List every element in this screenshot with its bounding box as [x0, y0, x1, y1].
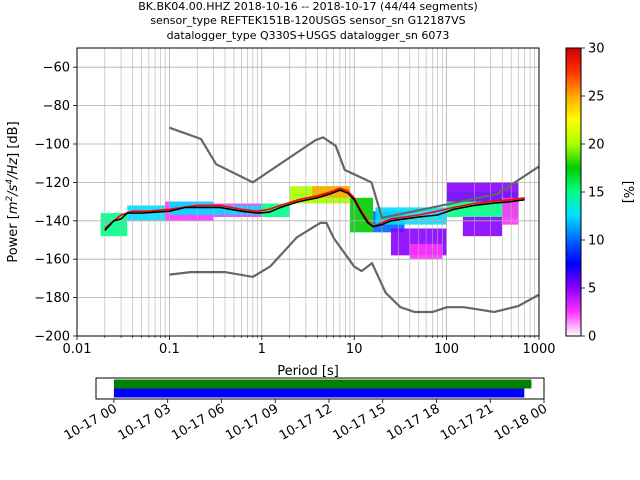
- chart-title-line-2: sensor_type REFTEK151B-120USGS sensor_sn…: [150, 14, 465, 27]
- low-noise-model-line: [169, 221, 539, 314]
- x-tick-label: 1000: [522, 342, 555, 357]
- colorbar-tick-label: 25: [588, 90, 605, 105]
- y-axis-label-unit: m2/s4/Hz: [5, 157, 21, 214]
- coverage-tick-label: 10-17 06: [169, 401, 227, 443]
- x-tick-label: 0.01: [63, 342, 92, 357]
- y-tick-label: −100: [34, 138, 70, 153]
- colorbar-ticks: 0 5 10 15 20 25 30: [581, 42, 605, 345]
- mean-curve-line: [104, 189, 525, 231]
- y-axis-label-prefix: Power [: [6, 214, 21, 263]
- plot-frame: [76, 47, 540, 337]
- x-tick-label: 1: [258, 342, 266, 357]
- y-tick-label: −120: [34, 176, 70, 191]
- x-axis-label: Period [s]: [277, 364, 339, 379]
- y-axis-ticks: −60 −80 −100 −120 −140 −160 −180 −200: [34, 61, 77, 345]
- colorbar: 0 5 10 15 20 25 30 [%]: [565, 42, 635, 345]
- y-tick-label: −160: [34, 253, 70, 268]
- x-tick-label: 0.1: [159, 342, 180, 357]
- coverage-tick-label: 10-18 00: [492, 401, 550, 443]
- high-noise-model-line: [169, 126, 539, 220]
- coverage-tick-label: 10-17 03: [116, 401, 174, 443]
- coverage-tick-label: 10-17 18: [384, 401, 442, 443]
- coverage-frame: [95, 377, 545, 400]
- y-axis-label: Power [m2/s4/Hz] [dB]: [5, 121, 21, 262]
- coverage-tick-label: 10-17 12: [277, 401, 335, 443]
- unit-exponent: 4: [5, 179, 15, 185]
- colorbar-gradient: [565, 47, 582, 337]
- coverage-bars: [113, 379, 532, 398]
- colorbar-tick-label: 30: [588, 42, 605, 57]
- colorbar-label: [%]: [620, 181, 635, 204]
- curves: [104, 126, 539, 314]
- heatmap-cell: [502, 197, 519, 225]
- grid: [76, 48, 539, 337]
- colorbar-tick-label: 5: [588, 282, 596, 297]
- colorbar-tick-label: 20: [588, 138, 605, 153]
- ppsd-plot-area: 0.01 0.1 1 10 100 1000 −60 −80 −100 −120 −140 −160…: [5, 47, 556, 379]
- coverage-bar: [113, 379, 532, 389]
- colorbar-tick-label: 15: [588, 186, 605, 201]
- x-tick-label: 10: [346, 342, 363, 357]
- y-tick-label: −180: [34, 291, 70, 306]
- chart-title-line-3: datalogger_type Q330S+USGS datalogger_sn…: [167, 29, 450, 42]
- mode-curve-line: [104, 187, 525, 230]
- heatmap-cell: [446, 182, 519, 202]
- y-axis-label-suffix: ] [dB]: [6, 121, 21, 158]
- coverage-tick-label: 10-17 15: [331, 401, 389, 443]
- x-axis-ticks: 0.01 0.1 1 10 100 1000: [63, 336, 556, 357]
- coverage-tick-label: 10-17 00: [62, 401, 120, 443]
- y-tick-label: −140: [34, 214, 70, 229]
- y-tick-label: −80: [43, 99, 70, 114]
- heatmap-cell: [462, 216, 503, 237]
- heatmap-cell: [349, 197, 374, 233]
- coverage-tick-label: 10-17 09: [223, 401, 281, 443]
- x-tick-label: 100: [434, 342, 459, 357]
- y-tick-label: −60: [43, 61, 70, 76]
- unit-exponent: 2: [5, 195, 15, 201]
- coverage-bar: [113, 388, 525, 398]
- coverage-tick-label: 10-17 21: [438, 401, 496, 443]
- colorbar-tick-label: 0: [588, 330, 596, 345]
- colorbar-tick-label: 10: [588, 234, 605, 249]
- chart-title-line-1: BK.BK04.00.HHZ 2018-10-16 -- 2018-10-17 …: [138, 0, 478, 13]
- y-tick-label: −200: [34, 330, 70, 345]
